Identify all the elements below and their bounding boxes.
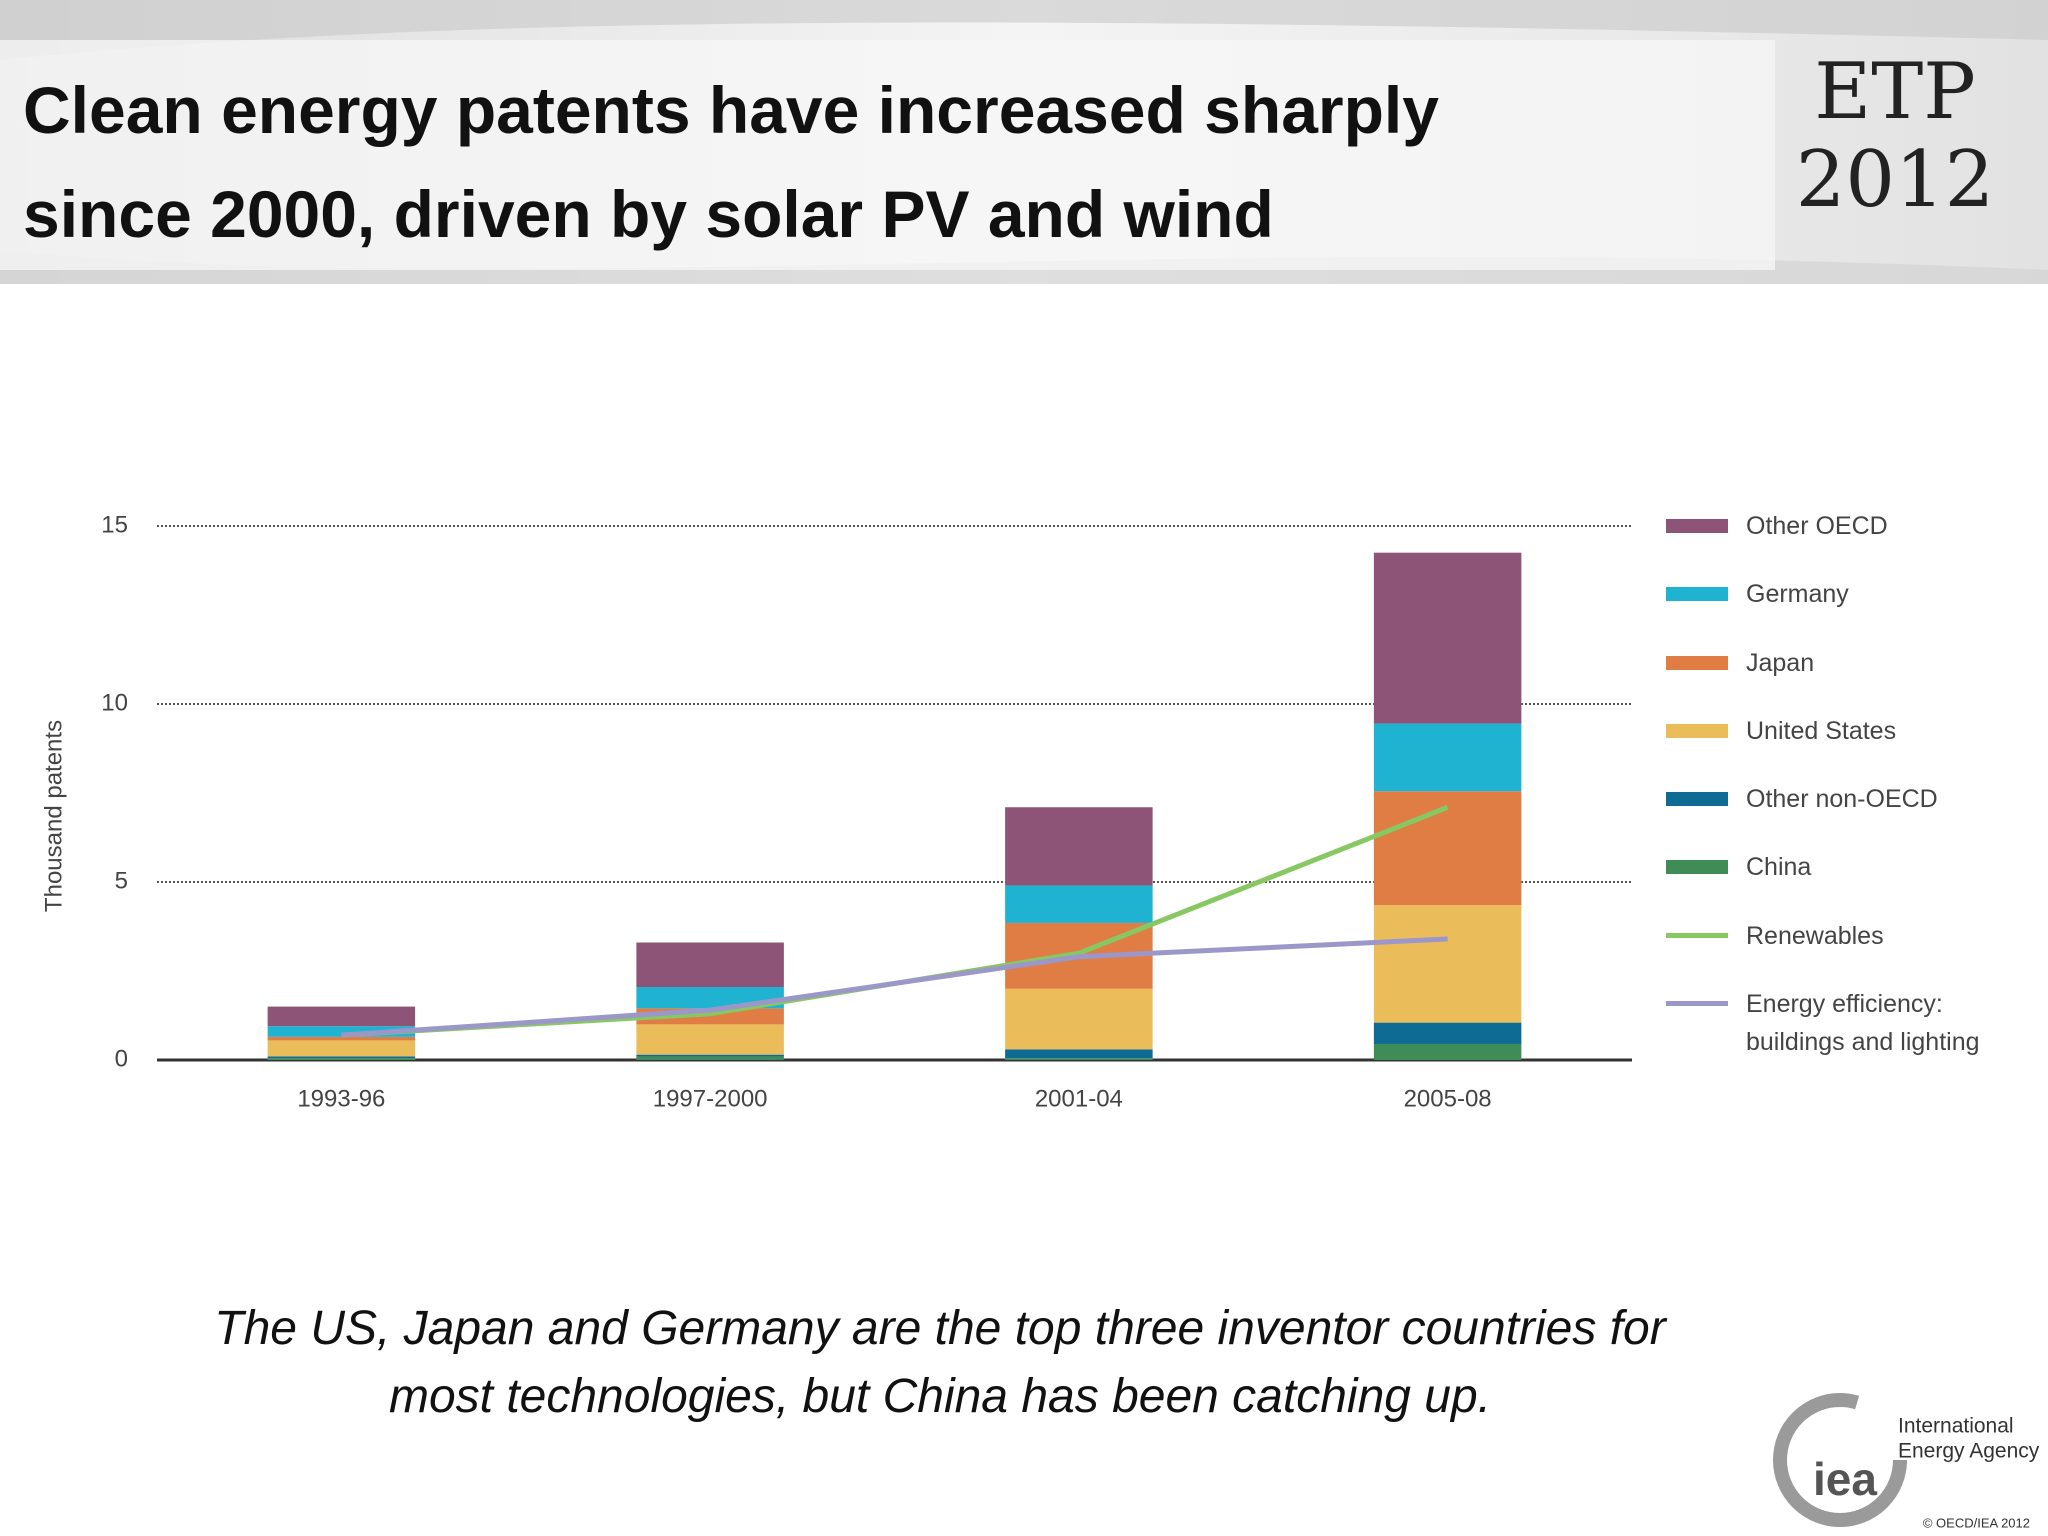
legend-entry: China — [1666, 848, 2036, 916]
legend-swatch — [1666, 932, 1728, 938]
x-tick-label: 2005-08 — [1404, 1085, 1492, 1112]
caption: The US, Japan and Germany are the top th… — [0, 1295, 1880, 1431]
legend-swatch — [1666, 1001, 1728, 1007]
legend-swatch — [1666, 860, 1728, 875]
legend-label: Other OECD — [1746, 512, 1888, 540]
legend-entry: United States — [1666, 712, 2036, 780]
bar-segment — [1005, 807, 1153, 886]
bar-segment — [1373, 905, 1522, 1023]
logo-mark: iea — [1813, 1453, 1877, 1505]
legend-label: Renewables — [1746, 921, 1884, 950]
legend-swatch — [1666, 587, 1728, 602]
header-swoosh — [0, 0, 2048, 60]
title-panel — [0, 40, 1775, 270]
legend-entry: Renewables — [1666, 917, 2036, 985]
bar-segment — [636, 1024, 784, 1055]
bar-segment — [636, 1054, 784, 1057]
legend-swatch — [1666, 723, 1728, 738]
bar-segment — [267, 1040, 416, 1057]
y-tick-label: 0 — [115, 1045, 128, 1072]
bar-segment — [267, 1056, 416, 1059]
bar-segment — [1005, 1058, 1153, 1060]
y-tick-label: 15 — [101, 511, 128, 538]
legend-entry: Japan — [1666, 644, 2036, 712]
legend-swatch — [1666, 792, 1728, 807]
badge-line: ETP — [1814, 47, 1976, 137]
bar-segment — [1373, 1022, 1522, 1044]
line — [341, 936, 1448, 1038]
bar-segment — [1373, 552, 1522, 724]
bar-segment — [1005, 1049, 1153, 1059]
logo-text: International — [1898, 1415, 2014, 1438]
caption-line: The US, Japan and Germany are the top th… — [214, 1302, 1666, 1355]
legend-label: Energy efficiency: buildings and lightin… — [1746, 990, 1980, 1057]
report-badge: ETP 2012 — [1770, 48, 2020, 224]
legend-entry: Energy efficiency: buildings and lightin… — [1666, 985, 2036, 1056]
y-axis-title: Thousand patents — [40, 720, 67, 912]
legend: Other OECD Germany Japan United States Other… — [1666, 507, 2036, 1056]
x-tick-label: 1997-2000 — [653, 1085, 768, 1112]
legend-entry: Other OECD — [1666, 507, 2036, 575]
legend-entry: Other non-OECD — [1666, 780, 2036, 848]
badge-line: 2012 — [1795, 135, 1995, 225]
legend-swatch — [1666, 655, 1728, 670]
legend-entry: Germany — [1666, 575, 2036, 643]
legend-label: China — [1746, 853, 1812, 882]
logo-text: Energy Agency — [1898, 1440, 2040, 1463]
logo-ring — [1773, 1393, 1907, 1527]
bar-segment — [1373, 791, 1522, 906]
bar-segment — [267, 1036, 416, 1041]
x-tick-label: 1993-96 — [297, 1085, 385, 1112]
copyright: © OECD/IEA 2012 — [1923, 1515, 2030, 1530]
bar-segment — [1005, 988, 1153, 1050]
legend-swatch — [1666, 519, 1728, 533]
legend-label: Japan — [1746, 648, 1815, 677]
bar-segment — [1373, 1043, 1522, 1060]
x-tick-label: 2001-04 — [1035, 1085, 1123, 1112]
bar-segment — [636, 1056, 784, 1060]
caption-line: most technologies, but China has been ca… — [388, 1370, 1492, 1423]
legend-label: Germany — [1746, 580, 1849, 609]
bar-segment — [267, 1058, 416, 1060]
y-tick-label: 10 — [101, 689, 128, 716]
title-line: since 2000, driven by solar PV and wind — [23, 177, 1274, 251]
legend-label: Other non-OECD — [1746, 785, 1938, 814]
bar-segment — [636, 942, 784, 988]
line — [341, 804, 1449, 1038]
bar-segment — [1005, 885, 1153, 923]
legend-label: United States — [1746, 716, 1897, 745]
title-line: Clean energy patents have increased shar… — [23, 73, 1439, 147]
slide-title: Clean energy patents have increased shar… — [23, 58, 1439, 266]
bar-segment — [1373, 723, 1522, 792]
bar-segment — [267, 1006, 416, 1027]
bar-segment — [267, 1026, 416, 1037]
y-tick-label: 5 — [115, 867, 128, 894]
